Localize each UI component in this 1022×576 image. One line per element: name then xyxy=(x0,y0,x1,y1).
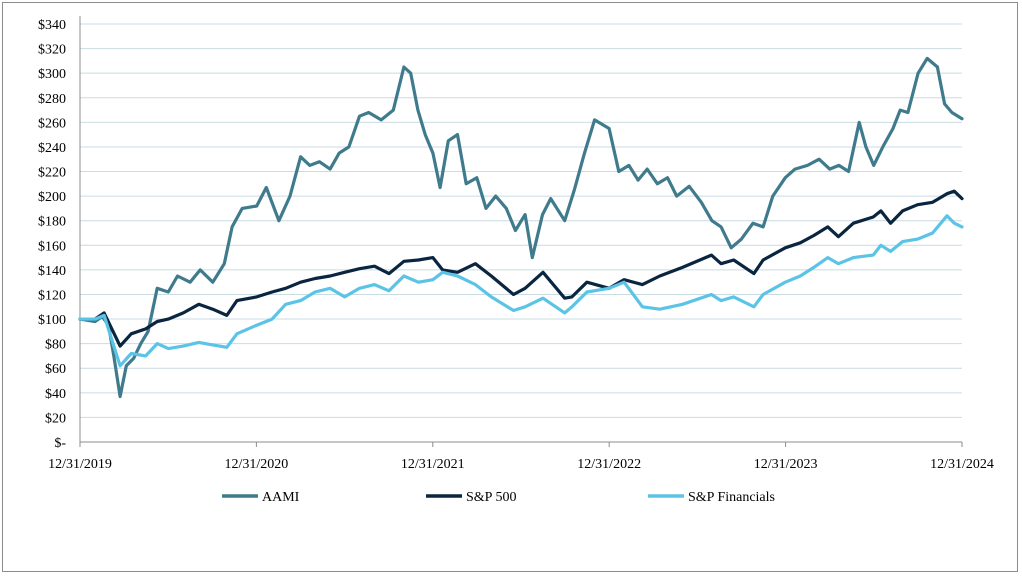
x-tick-label: 12/31/2023 xyxy=(754,457,818,472)
y-tick-label: $320 xyxy=(38,43,66,58)
legend-label: S&P 500 xyxy=(466,490,516,505)
y-tick-label: $80 xyxy=(45,338,66,353)
y-tick-label: $220 xyxy=(38,166,66,181)
x-tick-label: 12/31/2019 xyxy=(48,457,112,472)
y-tick-label: $120 xyxy=(38,288,66,303)
y-tick-label: $20 xyxy=(45,411,66,426)
y-tick-label: $340 xyxy=(38,18,66,33)
series-line-0 xyxy=(78,56,964,399)
y-tick-label: $160 xyxy=(38,239,66,254)
x-tick-label: 12/31/2024 xyxy=(930,457,994,472)
y-tick-label: $140 xyxy=(38,264,66,279)
y-tick-label: $- xyxy=(54,436,66,451)
series-lines xyxy=(78,56,964,399)
series-line-1 xyxy=(78,189,964,348)
y-tick-label: $180 xyxy=(38,215,66,230)
x-tick-labels: 12/31/2019 12/31/2020 12/31/2021 12/31/2022… xyxy=(48,442,994,472)
y-tick-label: $260 xyxy=(38,116,66,131)
y-tick-label: $200 xyxy=(38,190,66,205)
y-tick-label: $300 xyxy=(38,67,66,82)
legend-label: AAMI xyxy=(262,490,300,505)
series-line-2 xyxy=(78,214,964,368)
axes xyxy=(79,16,962,443)
y-tick-label: $100 xyxy=(38,313,66,328)
x-tick-label: 12/31/2022 xyxy=(577,457,641,472)
x-tick-label: 12/31/2021 xyxy=(401,457,465,472)
y-tick-labels: $340 $320 $300 $280 $260 $240 $220 $200 $180 $160… xyxy=(38,18,66,451)
y-tick-label: $240 xyxy=(38,141,66,156)
y-tick-label: $60 xyxy=(45,362,66,377)
x-tick-label: 12/31/2020 xyxy=(225,457,289,472)
legend-label: S&P Financials xyxy=(688,490,775,505)
y-tick-label: $40 xyxy=(45,387,66,402)
y-tick-label: $280 xyxy=(38,92,66,107)
legend: AAMI S&P 500 S&P Financials xyxy=(222,490,775,505)
